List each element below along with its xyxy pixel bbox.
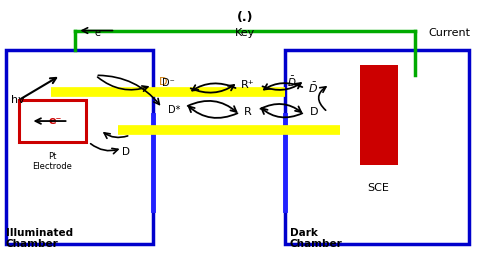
Bar <box>360 65 398 165</box>
Text: D: D <box>159 77 167 87</box>
Text: e⁻: e⁻ <box>49 116 62 126</box>
Text: SCE: SCE <box>368 183 390 193</box>
Text: e⁻: e⁻ <box>95 28 106 37</box>
Bar <box>19 100 86 142</box>
Text: (.): (.) <box>237 11 253 24</box>
Text: Key: Key <box>235 28 255 37</box>
Text: $\bar{D}$: $\bar{D}$ <box>308 81 318 95</box>
Text: D: D <box>123 147 130 157</box>
Text: R⁺: R⁺ <box>241 80 255 90</box>
Text: D⁻: D⁻ <box>162 78 175 88</box>
Text: Pt
Electrode: Pt Electrode <box>33 152 73 171</box>
Text: D*: D* <box>168 105 181 115</box>
Text: $\bar{D}$: $\bar{D}$ <box>287 75 296 89</box>
Text: D: D <box>310 107 318 117</box>
Text: Dark
Chamber: Dark Chamber <box>290 228 343 249</box>
Bar <box>285 50 469 244</box>
Text: Current: Current <box>428 28 470 37</box>
Text: Illuminated
Chamber: Illuminated Chamber <box>5 228 73 249</box>
Bar <box>5 50 153 244</box>
Text: hv: hv <box>11 95 24 105</box>
Text: R: R <box>244 107 252 117</box>
